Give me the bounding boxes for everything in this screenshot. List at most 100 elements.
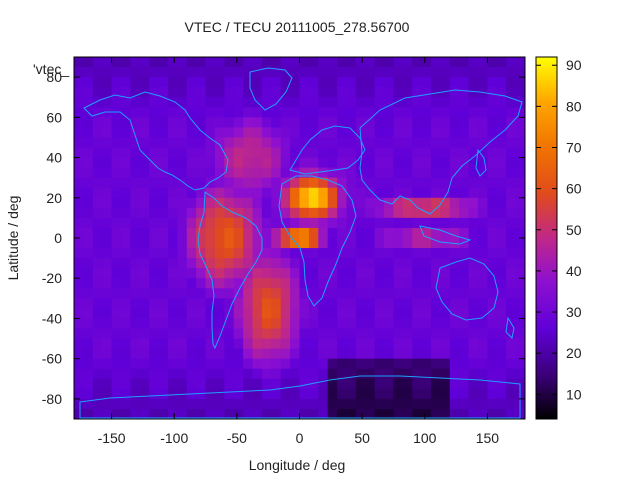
heatmap-cell [440,217,451,229]
heatmap-cell [271,157,282,169]
heatmap-cell [261,137,272,149]
heatmap-cell [487,388,498,400]
heatmap-cell [74,388,84,400]
heatmap-cell [167,348,178,360]
heatmap-cell [468,157,479,169]
heatmap-cell [496,298,507,309]
heatmap-cell [318,388,329,400]
heatmap-cell [186,117,197,128]
heatmap-cell [102,268,113,279]
heatmap-cell [186,197,197,209]
heatmap-cell [224,107,235,118]
heatmap-cell [365,87,376,98]
heatmap-cell [139,298,150,309]
heatmap-cell [92,398,103,410]
heatmap-cell [243,77,254,88]
heatmap-cell [421,298,432,309]
heatmap-cell [74,167,84,179]
heatmap-cell [92,378,103,390]
heatmap-cell [478,97,489,108]
heatmap-cell [205,358,216,370]
heatmap-cell [261,398,272,410]
heatmap-cell [468,207,479,219]
heatmap-cell [280,258,291,269]
heatmap-cell [459,177,470,189]
heatmap-cell [468,117,479,128]
heatmap-cell [177,348,188,360]
heatmap-cell [271,87,282,98]
heatmap-cell [515,197,525,209]
heatmap-cell [412,328,423,340]
heatmap-cell [233,117,244,128]
heatmap-cell [412,127,423,139]
heatmap-cell [449,368,460,380]
heatmap-cell [167,97,178,108]
heatmap-cell [224,67,235,78]
heatmap-cell [83,328,94,340]
heatmap-cell [487,227,498,239]
heatmap-cell [346,187,357,199]
heatmap-cell [120,268,131,279]
heatmap-cell [412,197,423,209]
heatmap-cell [506,137,517,149]
heatmap-cell [412,248,423,259]
x-tick-label: 0 [296,430,304,446]
heatmap-cell [111,87,122,98]
heatmap-cell [149,248,160,259]
heatmap-cell [431,348,442,360]
heatmap-cell [393,398,404,410]
heatmap-cell [130,77,141,88]
heatmap-cell [421,107,432,118]
heatmap-cell [120,248,131,259]
heatmap-cell [243,388,254,400]
heatmap-cell [374,388,385,400]
heatmap-cell [130,288,141,299]
heatmap-cell [290,298,301,309]
heatmap-cell [196,278,207,289]
heatmap-cell [233,107,244,118]
heatmap-cell [412,378,423,390]
heatmap-cell [252,147,263,159]
heatmap-cell [92,298,103,309]
heatmap-cell [327,388,338,400]
heatmap-cell [130,87,141,98]
heatmap-cell [459,227,470,239]
heatmap-cell [449,67,460,78]
heatmap-cell [299,358,310,370]
heatmap-cell [243,137,254,149]
heatmap-cell [318,67,329,78]
heatmap-cell [177,197,188,209]
heatmap-cell [186,288,197,299]
heatmap-cell [402,358,413,370]
heatmap-cell [74,217,84,229]
colorbar-tick-label: 10 [566,386,582,402]
heatmap-cell [149,147,160,159]
heatmap-cell [74,368,84,380]
heatmap-cell [139,77,150,88]
heatmap-cell [402,378,413,390]
heatmap-cell [365,207,376,219]
heatmap-cell [393,368,404,380]
heatmap-cell [365,77,376,88]
heatmap-cell [384,408,395,419]
heatmap-cell [74,107,84,118]
heatmap-cell [337,227,348,239]
heatmap-cell [139,258,150,269]
heatmap-cell [252,87,263,98]
heatmap-cell [327,207,338,219]
heatmap-cell [271,197,282,209]
heatmap-cell [111,197,122,209]
heatmap-cell [515,308,525,320]
heatmap-cell [102,298,113,309]
heatmap-cell [459,217,470,229]
heatmap-cell [261,408,272,419]
heatmap-cell [431,238,442,249]
heatmap-cell [186,248,197,259]
heatmap-cell [120,167,131,179]
heatmap-cell [515,137,525,149]
heatmap-cell [496,318,507,330]
heatmap-cell [299,398,310,410]
heatmap-cell [487,368,498,380]
heatmap-cell [186,187,197,199]
